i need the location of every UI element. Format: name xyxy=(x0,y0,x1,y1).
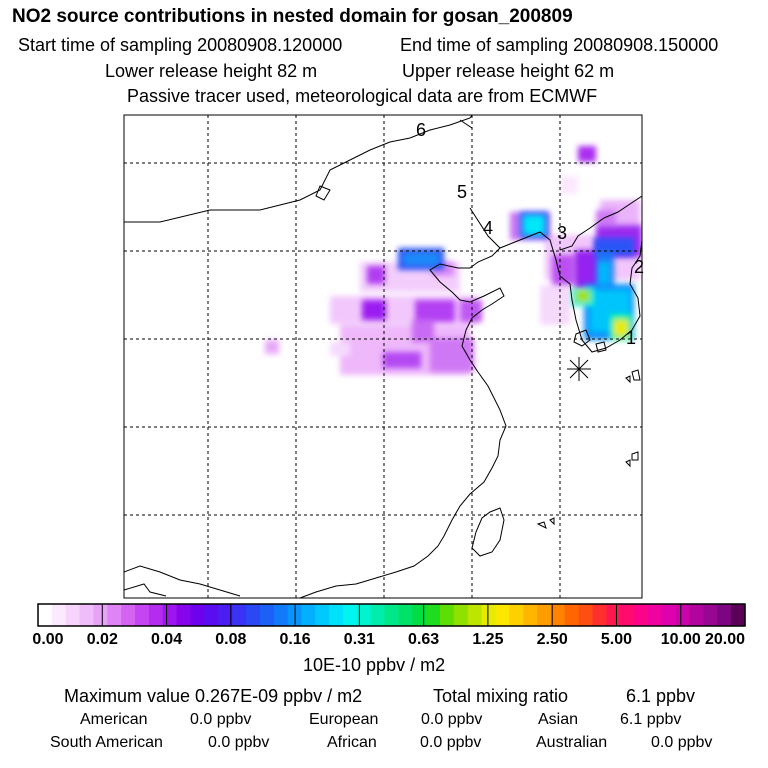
colorbar-segment xyxy=(509,604,524,626)
colorbar-segment xyxy=(523,604,538,626)
african-label: African xyxy=(327,734,377,751)
colorbar-segment xyxy=(453,604,469,626)
colorbar-segment xyxy=(550,604,566,626)
colorbar-segment xyxy=(564,604,580,626)
colorbar-tick-label: 20.00 xyxy=(704,631,746,648)
colorbar-segment xyxy=(398,604,413,626)
colorbar-segment xyxy=(426,604,441,626)
colorbar-segment xyxy=(232,604,247,626)
american-label: American xyxy=(80,711,148,728)
colorbar-segment xyxy=(703,604,718,626)
colorbar-segment xyxy=(592,604,607,626)
colorbar-tick-label: 0.63 xyxy=(408,631,440,648)
colorbar-tick-label: 0.08 xyxy=(215,631,247,648)
colorbar-tick-label: 0.31 xyxy=(343,631,375,648)
total-mixing-value: 6.1 ppbv xyxy=(626,686,696,706)
colorbar-tick-label: 2.50 xyxy=(536,631,568,648)
australian-label: Australian xyxy=(536,734,608,751)
colorbar-segment xyxy=(148,604,164,626)
european-label: European xyxy=(309,711,379,728)
total-mixing-label: Total mixing ratio xyxy=(433,686,569,706)
colorbar-segment xyxy=(675,604,691,626)
upper-release-height: Upper release height 62 m xyxy=(402,61,615,81)
colorbar-segment xyxy=(578,604,594,626)
colorbar-segment xyxy=(259,604,275,626)
colorbar-segment xyxy=(204,604,219,626)
colorbar-segment xyxy=(301,604,316,626)
colorbar-segment xyxy=(329,604,344,626)
colorbar-segment xyxy=(135,604,150,626)
colorbar-segment xyxy=(273,604,289,626)
australian-value: 0.0 ppbv xyxy=(651,734,713,751)
colorbar-segment xyxy=(495,604,510,626)
asterisk-receptor-icon xyxy=(567,357,591,381)
colorbar-segment xyxy=(440,604,455,626)
colorbar-tick-label: 10.00 xyxy=(660,631,701,648)
colorbar-tick-label: 1.25 xyxy=(472,631,504,648)
colorbar-segment xyxy=(412,604,427,626)
map-frame xyxy=(123,114,643,599)
colorbar-segment xyxy=(65,604,81,626)
plot-title: NO2 source contributions in nested domai… xyxy=(12,6,573,27)
colorbar-segment xyxy=(634,604,649,626)
colorbar-segment xyxy=(162,604,178,626)
asian-label: Asian xyxy=(538,711,579,728)
colorbar-segment xyxy=(38,604,53,626)
map-label-3: 3 xyxy=(557,223,567,243)
plume-high-region xyxy=(398,212,634,340)
european-value: 0.0 ppbv xyxy=(421,711,483,728)
colorbar-segment xyxy=(176,604,192,626)
coastlines xyxy=(124,115,642,598)
colorbar-segment xyxy=(93,604,108,626)
asian-value: 6.1 ppbv xyxy=(620,711,682,728)
south-american-label: South American xyxy=(50,734,163,751)
colorbar-tick-label: 0.02 xyxy=(86,631,118,648)
tracer-info: Passive tracer used, meteorological data… xyxy=(127,86,598,106)
map-label-5: 5 xyxy=(457,182,467,202)
map-label-4: 4 xyxy=(483,218,493,238)
colorbar-segment xyxy=(107,604,122,626)
colorbar-segment xyxy=(370,604,386,626)
colorbar xyxy=(37,603,746,627)
colorbar-units: 10E-10 ppbv / m2 xyxy=(303,655,446,675)
colorbar-segment xyxy=(121,604,136,626)
colorbar-segment xyxy=(731,604,746,626)
colorbar-segment xyxy=(245,604,261,626)
colorbar-tick-label: 5.00 xyxy=(600,631,633,648)
colorbar-tick-label: 0.00 xyxy=(32,631,64,648)
colorbar-frame xyxy=(37,603,746,627)
start-time: Start time of sampling 20080908.120000 xyxy=(18,35,343,55)
colorbar-segment xyxy=(467,604,483,626)
american-value: 0.0 ppbv xyxy=(190,711,252,728)
colorbar-segment xyxy=(606,604,621,626)
colorbar-segment xyxy=(384,604,400,626)
map-label-1: 1 xyxy=(626,328,636,348)
maximum-value: Maximum value 0.267E-09 ppbv / m2 xyxy=(64,686,363,706)
colorbar-segment xyxy=(717,604,732,626)
colorbar-segment xyxy=(647,604,663,626)
colorbar-segment xyxy=(190,604,205,626)
colorbar-segment xyxy=(481,604,497,626)
colorbar-tick-label: 0.04 xyxy=(150,631,183,648)
south-american-value: 0.0 ppbv xyxy=(208,734,270,751)
colorbar-segment xyxy=(537,604,552,626)
colorbar-segment xyxy=(661,604,677,626)
grid-lines xyxy=(124,115,642,598)
colorbar-tick-label: 0.16 xyxy=(279,631,311,648)
colorbar-segment xyxy=(79,604,95,626)
map-label-2: 2 xyxy=(634,257,644,277)
map-label-6: 6 xyxy=(416,120,426,140)
colorbar-segment xyxy=(356,604,372,626)
colorbar-segment xyxy=(620,604,635,626)
end-time: End time of sampling 20080908.150000 xyxy=(400,35,719,55)
lower-release-height: Lower release height 82 m xyxy=(105,61,318,81)
colorbar-segment xyxy=(689,604,705,626)
colorbar-segment xyxy=(51,604,67,626)
african-value: 0.0 ppbv xyxy=(420,734,482,751)
colorbar-segment xyxy=(315,604,330,626)
concentration-field xyxy=(265,146,642,375)
colorbar-segment xyxy=(218,604,233,626)
colorbar-segment xyxy=(342,604,358,626)
